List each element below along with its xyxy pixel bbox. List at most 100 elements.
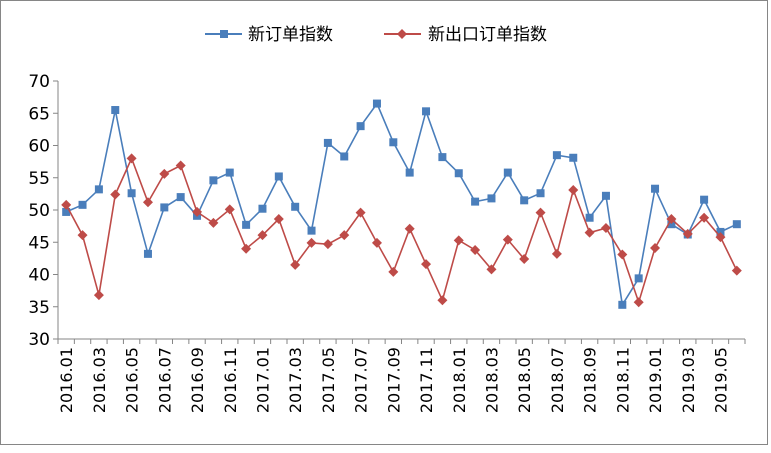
y-tick-label: 65 — [28, 104, 50, 124]
chart-border — [0, 0, 768, 445]
x-tick-label: 2017.03 — [286, 347, 305, 413]
data-point — [520, 196, 529, 205]
data-point — [355, 207, 366, 218]
y-tick-label: 60 — [28, 137, 50, 157]
data-point — [323, 138, 332, 147]
data-point — [143, 249, 152, 258]
data-point — [225, 168, 234, 177]
data-point — [552, 151, 561, 160]
data-point — [176, 193, 185, 202]
x-tick-label: 2018.09 — [581, 347, 600, 413]
x-tick-label: 2017.11 — [417, 347, 436, 413]
data-point — [339, 230, 350, 241]
x-tick-label: 2017.05 — [319, 347, 338, 413]
data-point — [568, 185, 579, 196]
data-point — [422, 107, 431, 116]
data-point — [437, 295, 448, 306]
data-point — [633, 297, 644, 308]
data-point — [111, 106, 120, 115]
x-tick-label: 2018.03 — [482, 347, 501, 413]
legend-item-1: 新订单指数 — [205, 25, 333, 45]
x-tick-label: 2016.09 — [188, 347, 207, 413]
data-point — [340, 152, 349, 161]
legend-item-2: 新出口订单指数 — [384, 25, 547, 45]
data-point — [257, 230, 268, 241]
y-tick-label: 55 — [28, 169, 50, 189]
x-tick-label: 2018.11 — [613, 347, 632, 413]
legend-marker-1 — [220, 30, 228, 38]
x-tick-label: 2016.03 — [90, 347, 109, 413]
data-point — [77, 230, 88, 241]
data-point — [618, 300, 627, 309]
legend-label-1: 新订单指数 — [248, 25, 333, 45]
data-point — [536, 189, 545, 198]
data-point — [650, 243, 661, 254]
data-point — [601, 191, 610, 200]
x-tick-label: 2018.01 — [450, 347, 469, 413]
data-point — [651, 184, 660, 193]
data-point — [372, 99, 381, 108]
x-tick-label: 2019.03 — [679, 347, 698, 413]
data-point — [487, 194, 496, 203]
data-point — [519, 254, 530, 265]
x-tick-label: 2016.05 — [123, 347, 142, 413]
data-point — [291, 202, 300, 211]
data-point — [224, 204, 235, 215]
data-point — [551, 248, 562, 259]
data-point — [160, 203, 169, 212]
data-point — [388, 266, 399, 277]
data-point — [503, 168, 512, 177]
data-point — [700, 195, 709, 204]
x-tick-label: 2016.01 — [57, 347, 76, 413]
data-point — [617, 249, 628, 260]
data-point — [453, 235, 464, 246]
data-point — [274, 172, 283, 181]
legend: 新订单指数 新出口订单指数 — [205, 25, 547, 45]
legend-label-2: 新出口订单指数 — [428, 25, 547, 45]
data-point — [666, 214, 677, 225]
data-point — [405, 168, 414, 177]
data-point — [209, 176, 218, 185]
data-point — [307, 226, 316, 235]
data-point — [306, 237, 317, 248]
data-point — [61, 199, 72, 210]
data-point — [569, 153, 578, 162]
y-tick-label: 40 — [28, 266, 50, 286]
data-point — [585, 213, 594, 222]
x-tick-label: 2016.11 — [221, 347, 240, 413]
data-point — [159, 168, 170, 179]
data-point — [371, 237, 382, 248]
data-point — [535, 207, 546, 218]
x-tick-label: 2017.01 — [253, 347, 272, 413]
data-point — [682, 228, 693, 239]
x-tick-label: 2019.05 — [711, 347, 730, 413]
series-2 — [61, 153, 742, 308]
data-point — [731, 265, 742, 276]
data-point — [110, 189, 121, 200]
data-point — [290, 259, 301, 270]
series-layer — [61, 99, 742, 309]
data-point — [94, 185, 103, 194]
y-tick-label: 30 — [28, 330, 50, 350]
x-tick-label: 2018.07 — [548, 347, 567, 413]
data-point — [438, 153, 447, 162]
data-point — [502, 234, 513, 245]
y-tick-label: 70 — [28, 72, 50, 92]
x-tick-label: 2017.07 — [352, 347, 371, 413]
data-point — [356, 122, 365, 131]
data-point — [127, 189, 136, 198]
data-point — [273, 214, 284, 225]
data-point — [699, 212, 710, 223]
data-point — [389, 138, 398, 147]
data-point — [241, 243, 252, 254]
data-point — [242, 220, 251, 229]
data-point — [175, 160, 186, 171]
data-point — [192, 206, 203, 217]
x-tick-label: 2019.01 — [646, 347, 665, 413]
data-point — [454, 169, 463, 178]
axes: 30 35 40 45 50 55 60 65 70 2016.01 2016.03 2016.05 2… — [28, 72, 746, 413]
data-point — [208, 217, 219, 228]
data-point — [471, 197, 480, 206]
